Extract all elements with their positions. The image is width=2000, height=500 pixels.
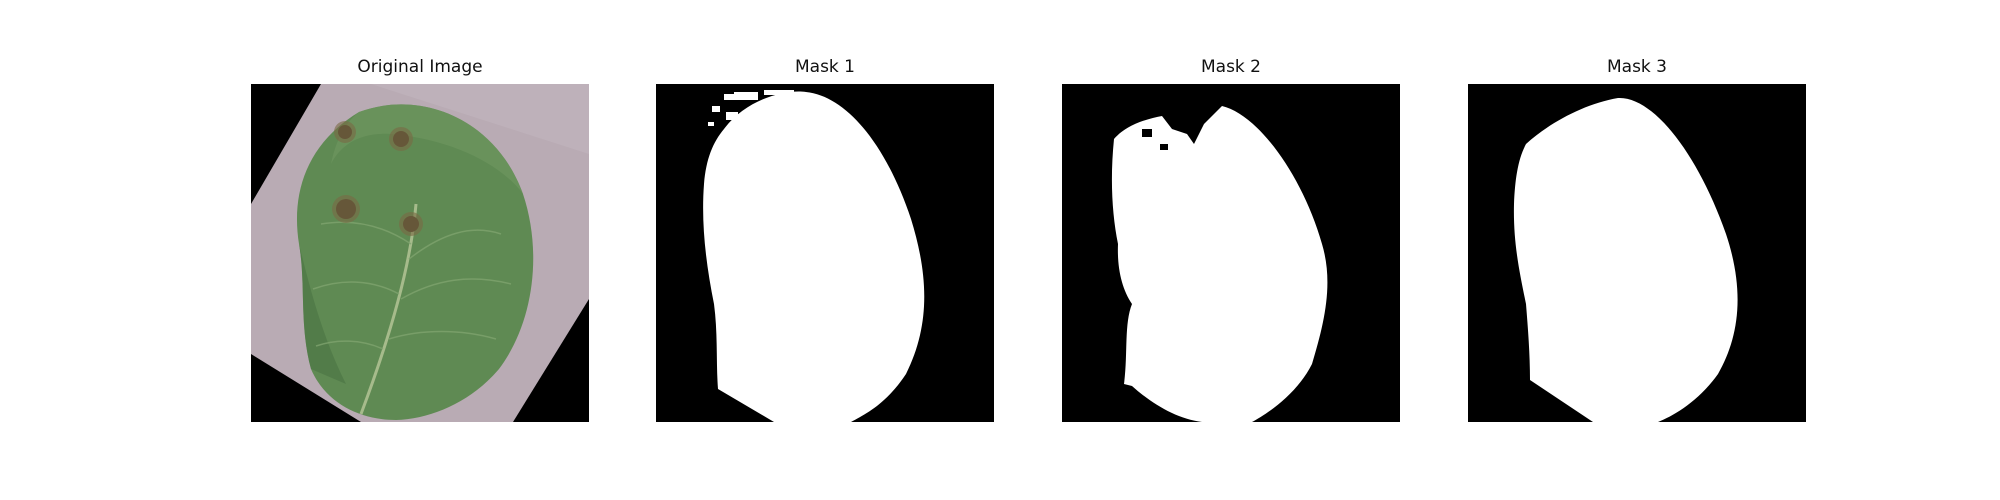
mask-3-frame — [1468, 84, 1806, 422]
panel-mask-2: Mask 2 — [1062, 0, 1400, 500]
mask-1-noise — [708, 90, 794, 126]
panel-mask-3: Mask 3 — [1468, 0, 1806, 500]
mask-1-frame — [656, 84, 994, 422]
mask-3-image — [1468, 84, 1806, 422]
original-image-frame — [251, 84, 589, 422]
mask-1-region — [703, 91, 925, 422]
mask-2-region — [1111, 106, 1328, 422]
panel-title: Mask 1 — [794, 57, 855, 77]
panel-title: Mask 2 — [1200, 57, 1261, 77]
mask-2-noise — [1118, 129, 1168, 319]
panel-title: Original Image — [357, 57, 483, 77]
mask-3-region — [1513, 97, 1738, 422]
mask-2-frame — [1062, 84, 1400, 422]
panel-mask-1: Mask 1 — [656, 0, 994, 500]
panel-original-image: Original Image — [251, 0, 589, 500]
panel-title: Mask 3 — [1606, 57, 1667, 77]
mask-2-image — [1062, 84, 1400, 422]
mask-1-image — [656, 84, 994, 422]
original-image — [251, 84, 589, 422]
